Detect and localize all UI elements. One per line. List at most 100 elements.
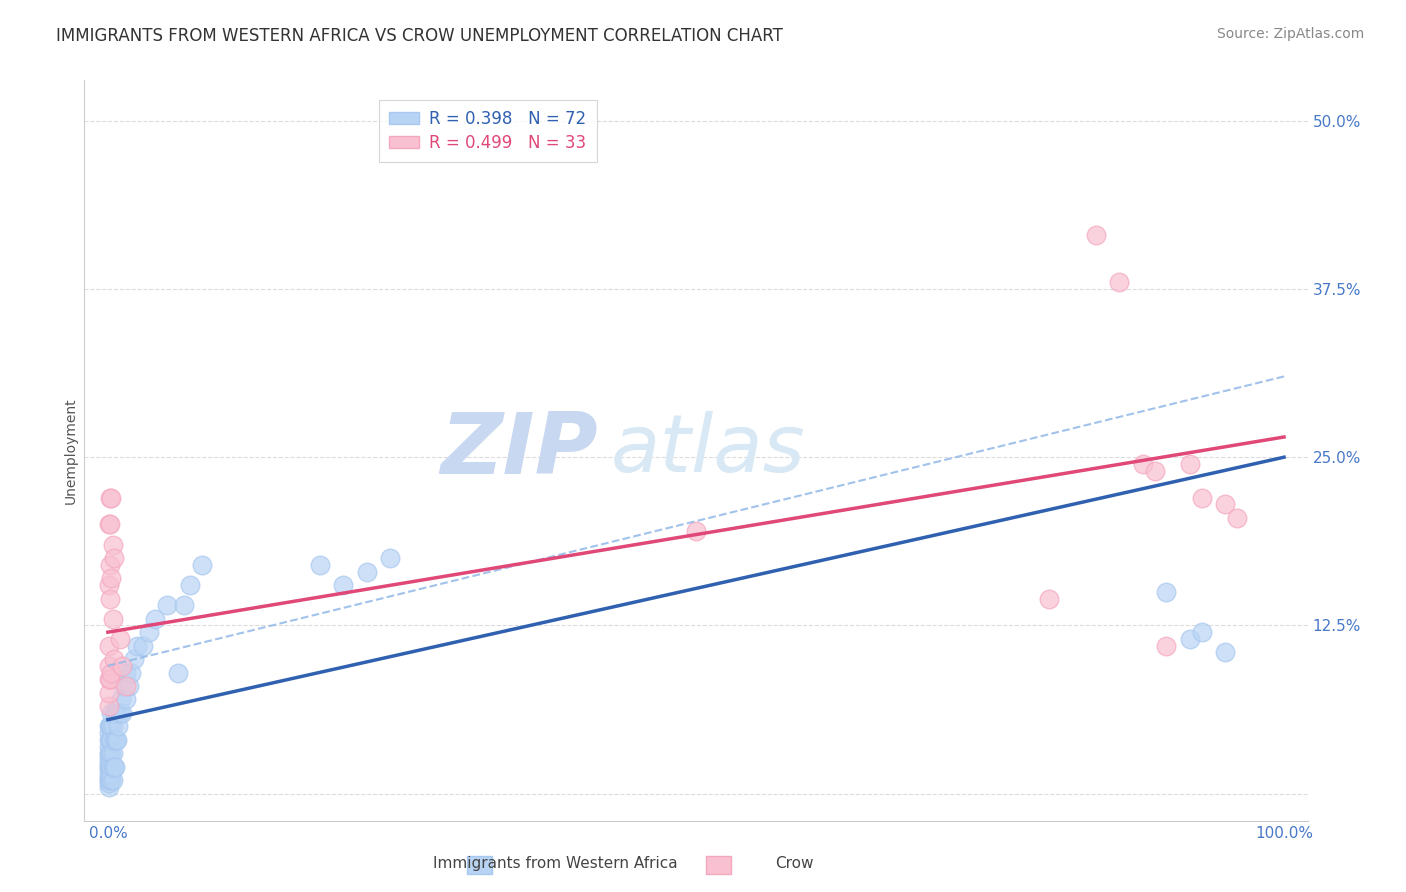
Point xyxy=(98,517,121,532)
Point xyxy=(103,551,125,566)
Point xyxy=(98,639,121,653)
Point xyxy=(105,706,128,720)
Point xyxy=(104,732,127,747)
Point xyxy=(98,732,121,747)
Point xyxy=(105,706,128,720)
Point xyxy=(118,679,141,693)
Point xyxy=(1191,491,1213,505)
Point xyxy=(104,706,127,720)
Point xyxy=(1156,584,1178,599)
Point xyxy=(100,773,122,788)
Point xyxy=(103,732,125,747)
Point xyxy=(98,591,121,606)
Text: ZIP: ZIP xyxy=(440,409,598,492)
Point xyxy=(98,732,121,747)
Text: Crow: Crow xyxy=(775,856,814,871)
Point xyxy=(112,679,135,693)
Point xyxy=(1178,457,1201,471)
Point xyxy=(107,719,129,733)
Point xyxy=(105,732,128,747)
Point xyxy=(100,760,122,774)
Point xyxy=(110,692,132,706)
Point xyxy=(179,578,201,592)
Point xyxy=(100,719,122,733)
Point xyxy=(1226,510,1249,524)
Point xyxy=(101,538,124,552)
Point xyxy=(100,766,122,780)
Point xyxy=(101,760,124,774)
Y-axis label: Unemployment: Unemployment xyxy=(63,397,77,504)
Point xyxy=(100,665,122,680)
Point xyxy=(120,665,142,680)
Point xyxy=(1132,457,1154,471)
Text: Immigrants from Western Africa: Immigrants from Western Africa xyxy=(433,856,678,871)
Point xyxy=(98,760,121,774)
Point xyxy=(103,706,125,720)
Point xyxy=(98,753,121,767)
Point xyxy=(98,732,121,747)
Point xyxy=(1143,464,1166,478)
Point xyxy=(98,753,121,767)
Point xyxy=(98,773,121,788)
Text: IMMIGRANTS FROM WESTERN AFRICA VS CROW UNEMPLOYMENT CORRELATION CHART: IMMIGRANTS FROM WESTERN AFRICA VS CROW U… xyxy=(56,27,783,45)
Text: atlas: atlas xyxy=(610,411,806,490)
Point xyxy=(1213,497,1236,511)
Point xyxy=(1038,591,1060,606)
Point xyxy=(98,766,121,780)
Point xyxy=(98,780,121,794)
Point xyxy=(156,599,179,613)
Point xyxy=(108,706,131,720)
Point xyxy=(380,551,402,566)
Point xyxy=(98,686,121,700)
Point xyxy=(104,760,127,774)
Point xyxy=(98,719,121,733)
Point xyxy=(98,673,121,687)
Point xyxy=(101,612,124,626)
Point xyxy=(100,706,122,720)
Point xyxy=(98,771,121,785)
Point xyxy=(98,747,121,761)
Point xyxy=(111,658,134,673)
Point xyxy=(98,773,121,788)
Point xyxy=(1084,228,1107,243)
Point xyxy=(98,739,121,754)
Point xyxy=(101,773,124,788)
Point xyxy=(100,491,122,505)
Point xyxy=(100,747,122,761)
Point xyxy=(105,732,128,747)
Point xyxy=(98,673,121,687)
Point xyxy=(103,760,125,774)
Point xyxy=(308,558,330,572)
Point xyxy=(143,612,166,626)
Text: Source: ZipAtlas.com: Source: ZipAtlas.com xyxy=(1216,27,1364,41)
Point xyxy=(132,639,155,653)
Point xyxy=(108,632,131,646)
Point xyxy=(114,692,136,706)
Point xyxy=(122,652,145,666)
Point xyxy=(167,665,190,680)
Legend: R = 0.398   N = 72, R = 0.499   N = 33: R = 0.398 N = 72, R = 0.499 N = 33 xyxy=(380,100,596,161)
Point xyxy=(114,665,136,680)
Point xyxy=(114,679,136,693)
Point xyxy=(98,719,121,733)
Point xyxy=(138,625,160,640)
Point xyxy=(685,524,707,539)
Point xyxy=(103,652,125,666)
Point xyxy=(1191,625,1213,640)
Point xyxy=(101,747,124,761)
Point xyxy=(98,658,121,673)
Point xyxy=(100,732,122,747)
Point xyxy=(1178,632,1201,646)
Point xyxy=(127,639,149,653)
Point xyxy=(173,599,195,613)
Point xyxy=(191,558,214,572)
Point xyxy=(98,558,121,572)
Point xyxy=(98,757,121,772)
Point xyxy=(1213,645,1236,659)
Point xyxy=(98,763,121,777)
Point xyxy=(98,491,121,505)
Point xyxy=(98,699,121,714)
Point xyxy=(98,749,121,764)
Point xyxy=(100,571,122,585)
Point xyxy=(98,760,121,774)
